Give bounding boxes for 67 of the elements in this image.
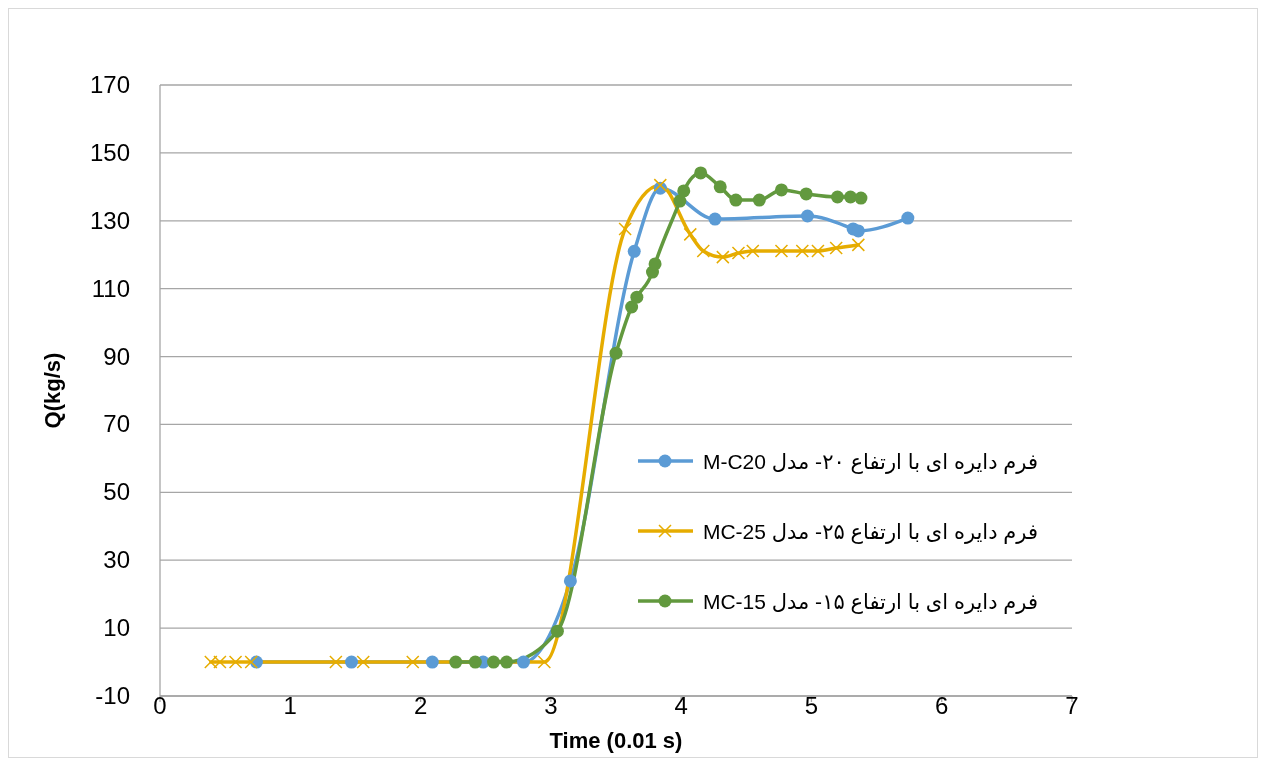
x-tick-label: 5 [804, 692, 819, 719]
point [851, 224, 865, 238]
point [517, 655, 530, 669]
point [537, 655, 552, 669]
point [752, 193, 766, 207]
x-axis-title: Time (0.01 s) [549, 728, 683, 753]
y-tick-label: 110 [91, 274, 130, 302]
point [774, 183, 788, 197]
y-tick-label: 10 [103, 614, 130, 642]
point [696, 244, 711, 258]
point [829, 241, 843, 255]
point [625, 300, 639, 314]
y-tick-label: 90 [103, 342, 130, 370]
point [244, 655, 258, 669]
point [830, 190, 844, 204]
x-tick-label: 1 [283, 692, 297, 719]
point [673, 194, 687, 208]
point [713, 180, 727, 194]
y-tick-label: 130 [89, 206, 130, 234]
point [609, 346, 623, 360]
point [468, 655, 482, 669]
point [795, 244, 810, 258]
point [683, 227, 698, 242]
point [677, 184, 691, 198]
x-tick-label: 2 [413, 692, 428, 719]
y-tick-label: 170 [89, 71, 130, 98]
point [550, 624, 564, 638]
x-tick-label: 0 [153, 692, 167, 719]
point [563, 574, 577, 588]
point [500, 655, 514, 669]
legend-label: فرم دایره ای با ارتفاع ۱۵- مدل MC-15 [702, 590, 1038, 614]
x-tick-label: 4 [674, 692, 688, 719]
legend-label: فرم دایره ای با ارتفاع ۲۵- مدل MC-25 [702, 520, 1038, 544]
point [851, 238, 866, 252]
point [716, 250, 730, 264]
point [801, 209, 815, 223]
point [356, 655, 370, 669]
point [345, 655, 359, 669]
x-tick-label: 3 [544, 692, 558, 719]
point [729, 193, 743, 207]
x-tick-label: 7 [1065, 692, 1079, 719]
point [811, 244, 825, 258]
point [799, 187, 813, 201]
point [329, 655, 343, 669]
x-tick-label: 6 [935, 692, 949, 719]
point [618, 222, 632, 236]
y-tick-label: 150 [89, 138, 130, 166]
legend-label: فرم دایره ای با ارتفاع ۲۰- مدل M-C20 [702, 450, 1038, 474]
y-tick-label: 70 [103, 410, 130, 438]
point [449, 655, 463, 669]
point [844, 190, 858, 204]
point [630, 290, 644, 304]
point [487, 655, 501, 669]
point [228, 655, 243, 669]
point [406, 655, 420, 669]
y-tick-label: 30 [103, 546, 130, 574]
point [627, 244, 641, 258]
point [854, 191, 868, 205]
point [648, 257, 662, 271]
point [901, 211, 915, 225]
y-axis-title: Q(kg/s) [40, 352, 65, 429]
point [708, 212, 722, 226]
y-tick-label: 50 [103, 478, 130, 506]
point [774, 244, 789, 258]
point [425, 655, 439, 669]
point [694, 166, 708, 180]
y-tick-label: -10 [95, 682, 130, 709]
